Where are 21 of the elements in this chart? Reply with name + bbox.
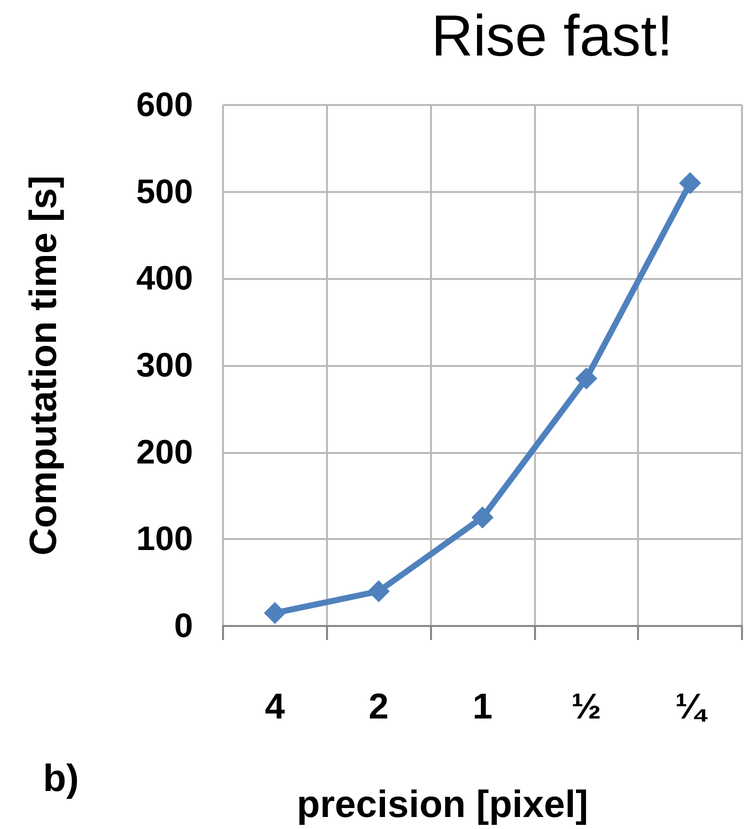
text: b) <box>43 758 79 800</box>
x-axis-title: precision [pixel] <box>296 784 588 826</box>
y-tick-label: 100 <box>136 520 193 558</box>
x-tick-label: 4 <box>264 686 285 726</box>
x-tick-label: 2 <box>368 686 389 726</box>
x-tick-label: ¼ <box>675 686 708 726</box>
y-axis-title: Computation time [s] <box>23 176 65 556</box>
point <box>264 602 286 624</box>
y-tick-label: 200 <box>136 433 193 472</box>
chart-title: Rise fast! <box>431 4 674 68</box>
y-tick-label: 600 <box>136 86 193 124</box>
x-tick-label: ½ <box>571 686 602 726</box>
y-tick-label: 300 <box>136 346 193 384</box>
y-tick-label: 400 <box>136 260 193 298</box>
point <box>679 172 702 194</box>
y-tick-label: 500 <box>136 172 193 211</box>
point <box>472 506 494 528</box>
point <box>368 580 390 602</box>
y-tick-label: 0 <box>174 607 193 645</box>
x-tick-label: 1 <box>472 686 493 726</box>
point <box>575 368 598 390</box>
